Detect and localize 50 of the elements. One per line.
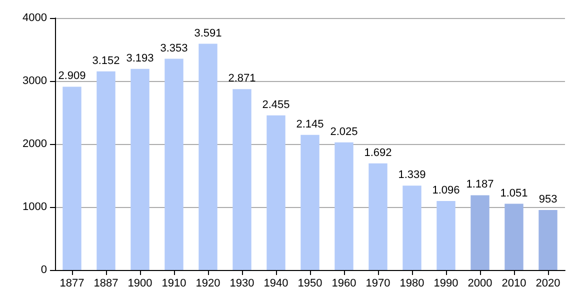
x-tick-label: 1960 — [332, 278, 356, 290]
data-label: 2.455 — [262, 98, 290, 111]
data-label: 3.353 — [160, 42, 188, 54]
bar — [130, 68, 150, 270]
x-tick-label: 1887 — [94, 278, 118, 290]
x-tick-label: 1920 — [196, 278, 220, 290]
x-tick-label: 1910 — [162, 278, 186, 290]
x-tick-label: 2000 — [468, 278, 492, 290]
data-label: 1.339 — [398, 169, 426, 182]
data-label: 1.692 — [364, 146, 392, 159]
bar — [504, 204, 524, 270]
x-tick-label: 1940 — [264, 278, 288, 290]
x-tick-label: 1980 — [400, 278, 424, 290]
data-label: 3.193 — [126, 52, 154, 64]
bar — [232, 89, 252, 270]
bar — [470, 195, 490, 270]
data-label: 2.871 — [228, 72, 256, 85]
bar — [164, 58, 184, 270]
bar — [266, 115, 286, 270]
y-tick-label: 1000 — [22, 201, 47, 213]
data-label: 2.145 — [296, 118, 324, 130]
bar — [368, 163, 388, 270]
y-tick-label: 3000 — [22, 75, 47, 87]
y-tick-label: 4000 — [22, 12, 47, 24]
bar — [198, 44, 218, 270]
x-tick-label: 1900 — [128, 278, 152, 290]
data-label: 1.051 — [500, 187, 528, 200]
bar — [334, 142, 354, 270]
y-tick-label: 2000 — [22, 138, 47, 150]
data-label: 1.096 — [432, 184, 460, 196]
bar — [96, 71, 116, 270]
x-tick-label: 1970 — [366, 278, 390, 290]
data-label: 3.591 — [194, 27, 222, 40]
bar — [538, 210, 558, 270]
y-tick-label: 0 — [40, 264, 47, 276]
x-tick-label: 1950 — [298, 278, 322, 290]
data-label: 1.187 — [466, 178, 494, 191]
data-label: 953 — [538, 193, 558, 206]
x-tick-label: 1930 — [230, 278, 254, 290]
data-label: 2.025 — [330, 126, 358, 138]
bar — [436, 200, 456, 270]
bar — [62, 86, 82, 270]
bar — [300, 134, 320, 270]
x-tick-label: 1990 — [434, 278, 458, 290]
bar — [402, 186, 422, 270]
x-tick-label: 2020 — [536, 278, 560, 290]
x-tick-label: 2010 — [502, 278, 526, 290]
data-label: 3.152 — [92, 54, 120, 67]
x-tick-label: 1877 — [60, 278, 84, 290]
data-label: 2.909 — [58, 70, 86, 82]
